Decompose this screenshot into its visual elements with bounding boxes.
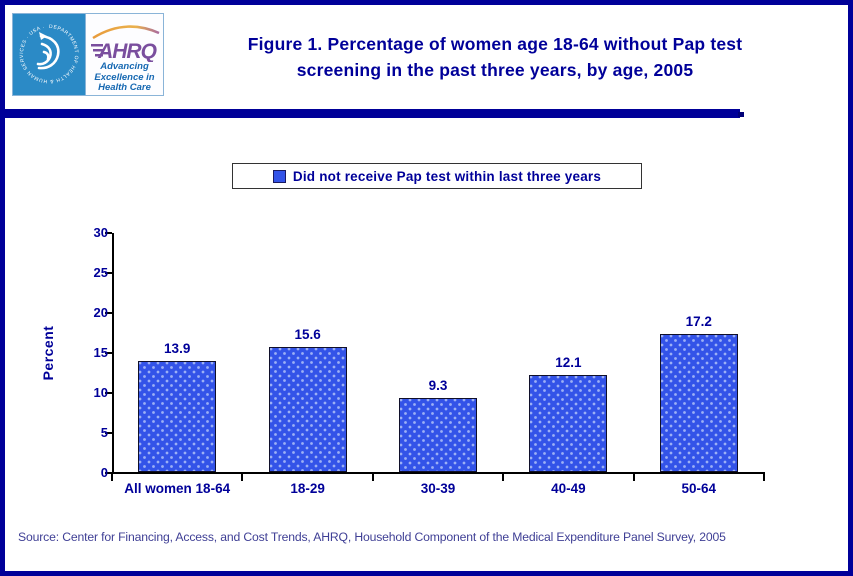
ahrq-swoosh-icon: AHRQ bbox=[90, 25, 160, 62]
figure-title: Figure 1. Percentage of women age 18-64 … bbox=[170, 31, 820, 83]
y-tick bbox=[105, 352, 112, 354]
legend-box: Did not receive Pap test within last thr… bbox=[232, 163, 642, 189]
y-axis-title: Percent bbox=[40, 325, 56, 381]
ahrq-tagline-line1: Advancing bbox=[100, 61, 149, 72]
y-tick bbox=[105, 312, 112, 314]
ahrq-tagline-line2: Excellence in bbox=[94, 71, 155, 83]
figure-title-line2: screening in the past three years, by ag… bbox=[296, 60, 694, 80]
y-tick bbox=[105, 472, 112, 474]
ahrq-tagline-line3: Health Care bbox=[98, 82, 151, 93]
bar-value-label: 9.3 bbox=[428, 377, 448, 393]
y-tick-label: 0 bbox=[100, 465, 108, 480]
x-tick bbox=[371, 472, 374, 481]
legend-label: Did not receive Pap test within last thr… bbox=[292, 168, 602, 184]
x-axis-line bbox=[112, 472, 765, 474]
legend-marker-icon bbox=[272, 169, 286, 183]
x-tick bbox=[111, 472, 113, 481]
y-tick-label: 25 bbox=[93, 265, 108, 280]
y-tick bbox=[105, 272, 112, 274]
x-tick bbox=[241, 472, 244, 481]
source-note: Source: Center for Financing, Access, an… bbox=[18, 530, 726, 544]
bar bbox=[529, 375, 608, 472]
bar-value-label: 12.1 bbox=[555, 355, 582, 371]
ahrq-tagline: Advancing Excellence in Health Care bbox=[94, 61, 155, 94]
y-tick-label: 30 bbox=[93, 225, 108, 240]
bar-value-label: 15.6 bbox=[294, 327, 321, 343]
y-tick-label: 10 bbox=[93, 385, 108, 400]
svg-text:DEPARTMENT OF HEALTH & HUMAN S: DEPARTMENT OF HEALTH & HUMAN SERVICES · … bbox=[19, 24, 79, 84]
hhs-eagle-icon: DEPARTMENT OF HEALTH & HUMAN SERVICES · … bbox=[19, 24, 79, 84]
x-category-label: 50-64 bbox=[681, 481, 717, 496]
bar-value-label: 17.2 bbox=[685, 314, 712, 330]
bar bbox=[268, 347, 347, 472]
figure-title-line1: Figure 1. Percentage of women age 18-64 … bbox=[247, 34, 743, 54]
y-tick bbox=[105, 232, 112, 234]
hhs-seal: DEPARTMENT OF HEALTH & HUMAN SERVICES · … bbox=[13, 14, 85, 95]
x-tick bbox=[763, 472, 765, 481]
header-divider-end-cap bbox=[738, 112, 744, 117]
y-tick-label: 15 bbox=[93, 345, 108, 360]
bar bbox=[138, 360, 217, 472]
ahrq-logo: AHRQ Advancing Excellence in Health Care bbox=[85, 14, 163, 95]
x-category-label: All women 18-64 bbox=[124, 481, 231, 496]
x-category-label: 40-49 bbox=[551, 481, 586, 496]
bar bbox=[659, 334, 738, 472]
hhs-ahrq-logo: DEPARTMENT OF HEALTH & HUMAN SERVICES · … bbox=[12, 13, 164, 96]
bar bbox=[399, 397, 477, 472]
x-tick bbox=[502, 472, 505, 481]
hhs-seal-text: DEPARTMENT OF HEALTH & HUMAN SERVICES · … bbox=[19, 24, 79, 84]
y-tick-label: 5 bbox=[100, 425, 108, 440]
x-category-label: 30-39 bbox=[420, 481, 456, 496]
x-tick bbox=[632, 472, 635, 481]
y-tick bbox=[105, 432, 112, 434]
header-divider-bar bbox=[0, 109, 740, 118]
ahrq-acronym: AHRQ bbox=[97, 40, 156, 62]
y-tick-label: 20 bbox=[93, 305, 108, 320]
y-axis-line bbox=[112, 233, 114, 474]
x-category-label: 18-29 bbox=[290, 481, 325, 496]
bar-value-label: 13.9 bbox=[164, 340, 191, 356]
y-tick bbox=[105, 392, 112, 394]
